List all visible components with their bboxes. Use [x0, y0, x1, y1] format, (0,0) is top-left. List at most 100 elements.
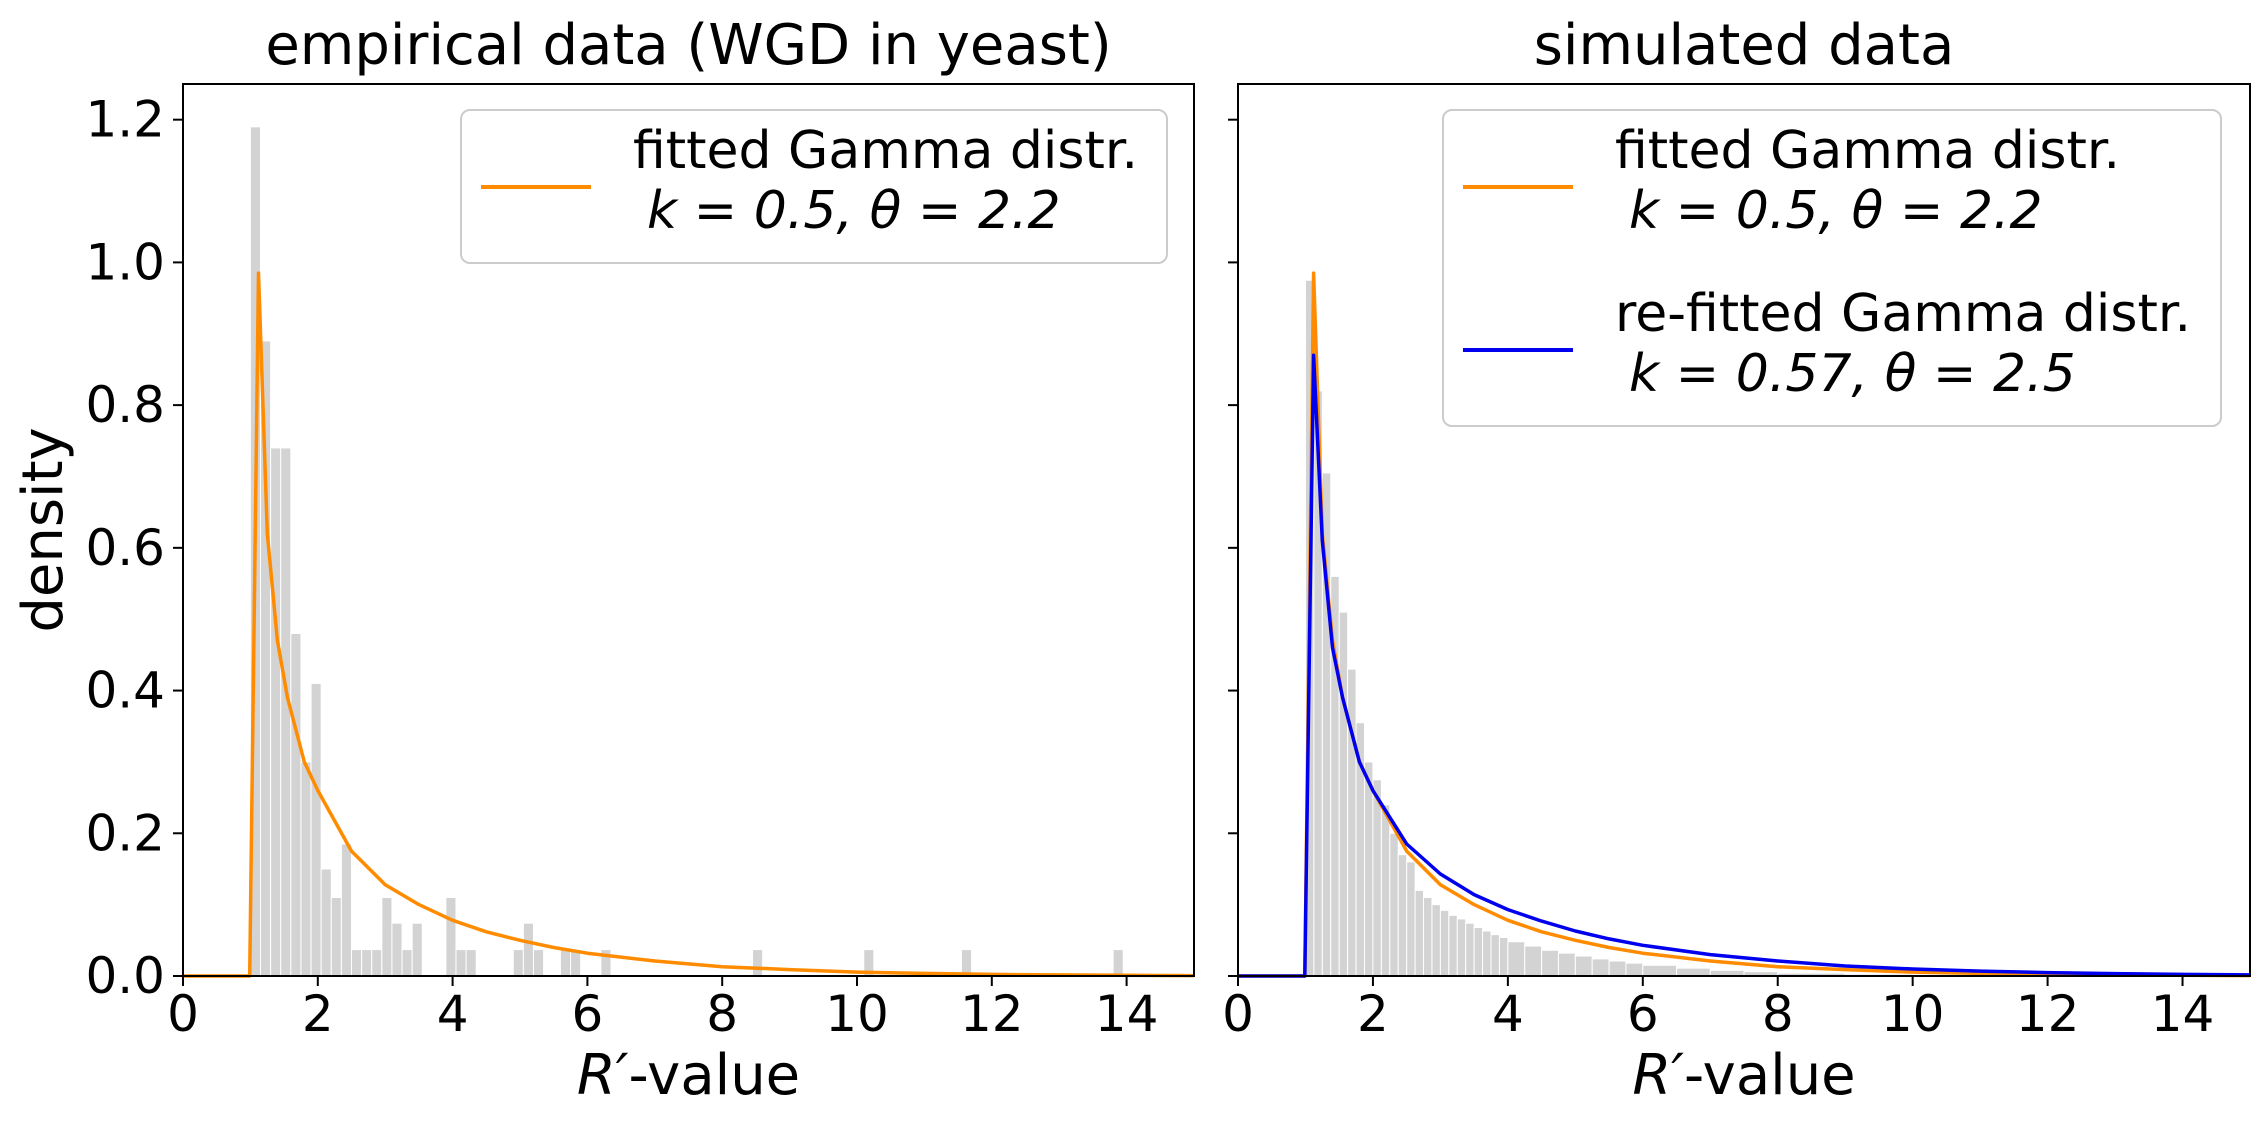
legend-box — [460, 109, 1168, 264]
legend-box — [1442, 109, 2222, 427]
histogram-bar — [465, 949, 477, 977]
histogram-bar — [532, 949, 545, 977]
histogram-bar — [1431, 904, 1441, 977]
legend-label: fitted Gamma distr. — [633, 121, 1138, 181]
panel-simulated: 0 2 4 6 8 10 12 14 simulated data R′-value fitted … — [1222, 13, 2251, 1108]
histogram-bar — [1112, 949, 1124, 977]
histogram-bar — [330, 897, 342, 977]
histogram-bar — [381, 897, 393, 977]
chart-title: simulated data — [1534, 13, 1955, 78]
histogram-bar — [1380, 804, 1391, 977]
x-tick-label: 12 — [2016, 985, 2080, 1043]
histogram-bar — [1406, 861, 1416, 977]
histogram-bar — [522, 922, 534, 977]
histogram-bar — [270, 447, 282, 977]
legend: fitted Gamma distr.k = 0.5, θ = 2.2 re-fi… — [1442, 109, 2222, 427]
histogram-bar — [1473, 926, 1484, 977]
histogram-bar — [1397, 854, 1408, 977]
y-tick-label: 0.4 — [85, 662, 165, 720]
x-tick-label: 8 — [1762, 985, 1794, 1043]
histogram-bar — [752, 949, 764, 977]
histogram-bar — [351, 949, 363, 977]
histogram-bar — [1389, 832, 1399, 977]
histogram-bar — [300, 761, 312, 977]
x-axis-label-symbol: R′ — [577, 1043, 629, 1108]
histogram-bar — [1439, 909, 1450, 977]
histogram-bar — [411, 922, 423, 977]
x-tick-label: 4 — [437, 985, 469, 1043]
histogram-bar — [280, 447, 292, 977]
y-tick-label: 1.0 — [85, 233, 165, 291]
panel-empirical: 0 2 4 6 8 10 12 14 0.0 0.2 0.4 0.6 0.8 1.0 1.2 empirica… — [11, 13, 1195, 1108]
histogram-bar — [455, 949, 467, 977]
x-axis-label: R′-value — [577, 1043, 800, 1108]
histogram-bar — [1465, 922, 1475, 977]
x-axis-label-suffix: -value — [1684, 1043, 1856, 1108]
histogram-bar — [1574, 955, 1593, 977]
x-tick-label: 8 — [706, 985, 738, 1043]
histogram-bar — [371, 949, 383, 977]
x-tick-label: 2 — [1357, 985, 1389, 1043]
histogram-bar — [1456, 918, 1467, 977]
histogram-bar — [391, 922, 403, 977]
x-tick-label: 2 — [302, 985, 334, 1043]
histogram-bar — [1557, 952, 1576, 977]
x-tick-label: 14 — [2151, 985, 2215, 1043]
histogram-bar — [1498, 936, 1509, 977]
histogram-bar — [310, 682, 322, 977]
y-tick-label: 0.6 — [85, 519, 165, 577]
x-axis-label: R′-value — [1632, 1043, 1855, 1108]
histogram-bar — [1507, 941, 1526, 977]
legend-label: fitted Gamma distr. — [1615, 121, 2120, 181]
histogram-bar — [445, 897, 457, 977]
histogram-bar — [1372, 779, 1382, 977]
histogram-bar — [1676, 967, 1711, 977]
histogram-bar — [559, 949, 572, 977]
legend-params: k = 0.57, θ = 2.5 — [1629, 344, 2076, 404]
y-tick-label: 0.8 — [85, 376, 165, 434]
histogram-bar — [512, 949, 524, 977]
y-tick-label: 1.2 — [85, 91, 165, 149]
y-tick-label: 0.2 — [85, 804, 165, 862]
x-tick-label: 6 — [571, 985, 603, 1043]
histogram-bar — [1448, 914, 1458, 977]
x-tick-label: 0 — [1222, 985, 1254, 1043]
x-axis-label-symbol: R′ — [1632, 1043, 1684, 1108]
legend: fitted Gamma distr.k = 0.5, θ = 2.2 — [460, 109, 1168, 264]
axes-frame — [182, 83, 1195, 977]
x-tick-label: 14 — [1095, 985, 1159, 1043]
histogram-bar — [1423, 897, 1433, 977]
histogram-bar — [320, 868, 332, 977]
x-axis-label-suffix: -value — [628, 1043, 800, 1108]
x-tick-label: 0 — [167, 985, 199, 1043]
histogram-bar — [1642, 964, 1678, 977]
histogram-bar — [1625, 962, 1644, 977]
x-tick-label: 10 — [1881, 985, 1945, 1043]
axes-frame — [1237, 83, 2251, 977]
legend-params: k = 0.5, θ = 2.2 — [647, 181, 1061, 241]
histogram-bar — [1482, 930, 1492, 977]
x-tick-label: 4 — [1492, 985, 1524, 1043]
x-tick-label: 6 — [1627, 985, 1659, 1043]
chart-title: empirical data (WGD in yeast) — [265, 13, 1111, 78]
histogram-bar — [1591, 958, 1610, 977]
histogram-bar — [1414, 889, 1425, 977]
histogram-bar — [340, 843, 353, 977]
histogram-bar — [960, 949, 973, 977]
series-line-fitted — [183, 271, 1195, 978]
legend-params: k = 0.5, θ = 2.2 — [1629, 181, 2043, 241]
histogram-bar — [290, 632, 302, 977]
histogram-bar — [1524, 945, 1543, 977]
histogram-bar — [361, 949, 373, 977]
histogram-bar — [1490, 934, 1500, 977]
histogram-bar — [1608, 960, 1627, 977]
histogram-bars — [1304, 279, 2251, 977]
legend-label: re-fitted Gamma distr. — [1615, 284, 2191, 344]
histogram-bar — [1338, 611, 1349, 977]
x-tick-label: 10 — [825, 985, 889, 1043]
histogram-bar — [1364, 761, 1374, 977]
x-tick-label: 12 — [960, 985, 1024, 1043]
y-axis-label: density — [11, 427, 76, 632]
histogram-bar — [401, 949, 413, 977]
